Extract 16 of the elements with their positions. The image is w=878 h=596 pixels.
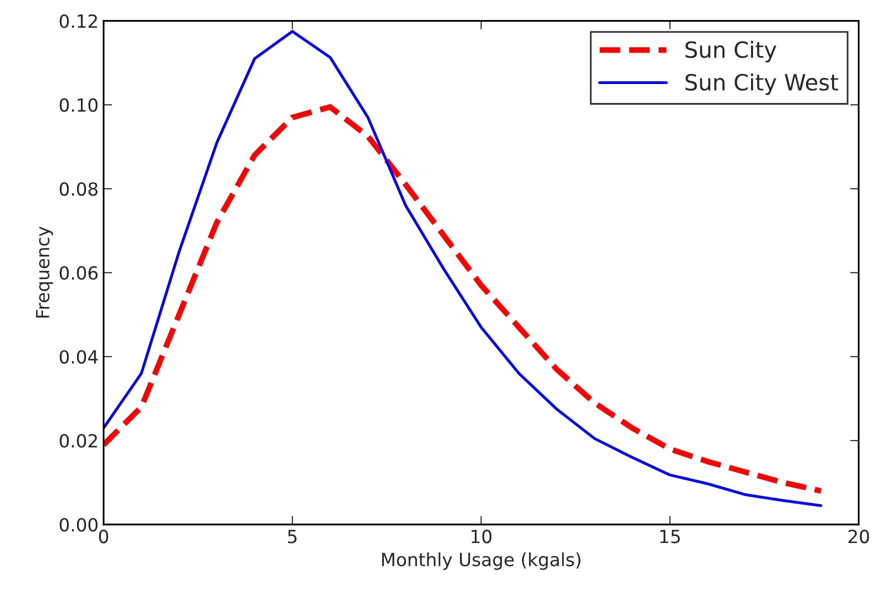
x-tick-label: 20 — [848, 530, 869, 544]
x-axis-title: Monthly Usage (kgals) — [382, 552, 580, 570]
y-axis-title: Frequency — [36, 226, 53, 318]
legend-label: Sun City — [686, 40, 776, 62]
legend-label: Sun City West — [686, 73, 838, 95]
y-tick-label: 0.02 — [60, 434, 97, 448]
y-tick-label: 0.06 — [60, 266, 98, 280]
x-tick-label: 15 — [660, 530, 680, 544]
y-tick-label: 0.04 — [60, 350, 98, 364]
x-tick-label: 0 — [99, 530, 108, 544]
y-tick-label: 0.12 — [60, 14, 97, 28]
y-tick-label: 0.10 — [60, 98, 98, 112]
x-tick-label: 5 — [288, 530, 297, 544]
y-tick-label: 0.00 — [60, 518, 98, 532]
y-tick-label: 0.08 — [60, 182, 98, 196]
x-tick-label: 10 — [472, 530, 492, 544]
